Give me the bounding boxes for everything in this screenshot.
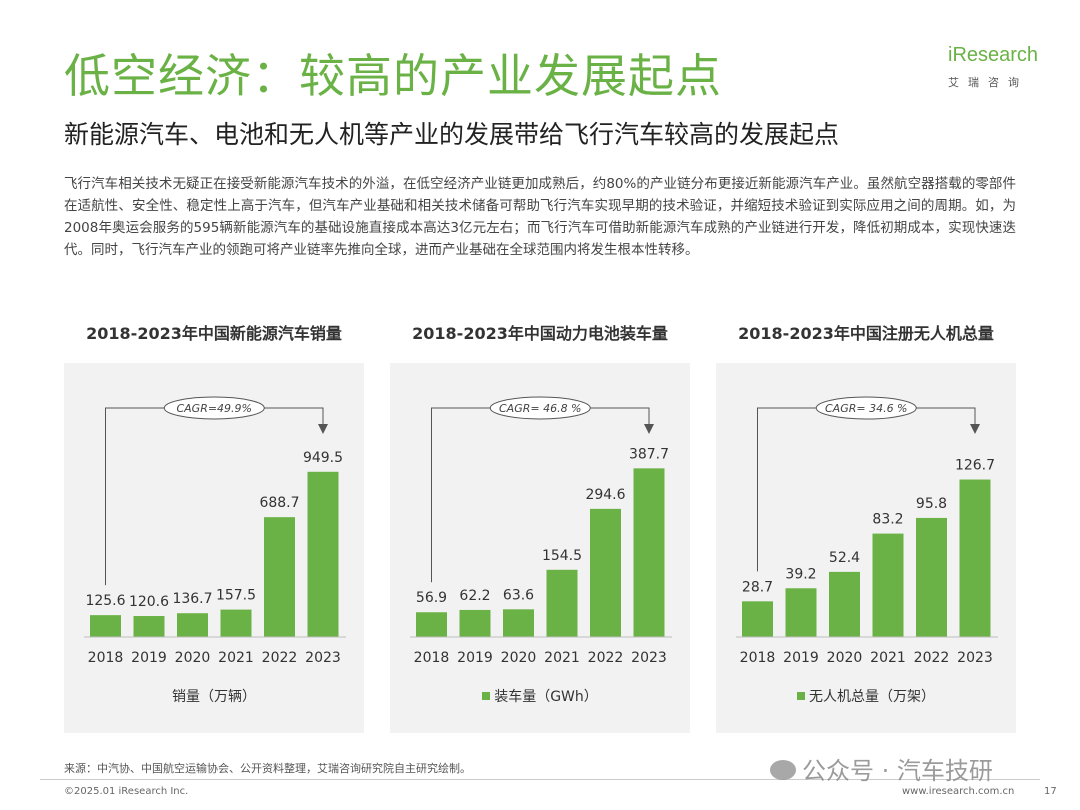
cagr-label: CAGR=49.9% — [176, 402, 252, 415]
value-label: 136.7 — [172, 591, 212, 607]
legend-drones: 无人机总量（万架） — [716, 686, 1016, 706]
legend-label: 无人机总量（万架） — [809, 689, 935, 705]
source-note: 来源：中汽协、中国航空运输协会、公开资料整理，艾瑞咨询研究院自主研究绘制。 — [64, 762, 471, 775]
category-label: 2020 — [827, 650, 863, 666]
chart-panel-drones: 28.7 2018 39.2 2019 52.4 2020 83.2 2021 95.8 2022… — [716, 363, 1016, 733]
cagr-label: CAGR= 34.6 % — [825, 402, 908, 415]
value-label: 83.2 — [872, 512, 903, 528]
bar-2021 — [546, 569, 578, 637]
page-title: 低空经济：较高的产业发展起点 — [64, 49, 722, 103]
cagr-label: CAGR= 46.8 % — [499, 402, 582, 415]
value-label: 56.9 — [416, 590, 447, 606]
category-label: 2022 — [588, 650, 624, 666]
cagr-badge — [163, 396, 265, 420]
value-label: 387.7 — [629, 446, 669, 462]
category-label: 2021 — [218, 650, 254, 666]
bar-2020 — [503, 609, 534, 637]
bar-2022 — [916, 517, 947, 637]
cagr-arrow — [318, 424, 328, 434]
bar-chart-ev-sales: 125.6 2018 120.6 2019 136.7 2020 157.5 2021 688.… — [84, 396, 346, 666]
value-label: 154.5 — [542, 548, 582, 564]
bar-2022 — [264, 517, 295, 637]
value-label: 39.2 — [785, 566, 816, 582]
bar-chart-battery: 56.9 2018 62.2 2019 63.6 2020 154.5 2021 294.6 20… — [410, 396, 672, 666]
value-label: 28.7 — [742, 579, 773, 595]
value-label: 157.5 — [216, 588, 256, 604]
value-label: 63.6 — [503, 587, 534, 603]
legend-battery: 装车量（GWh） — [390, 686, 690, 706]
category-label: 2019 — [457, 650, 493, 666]
value-label: 126.7 — [955, 458, 995, 474]
legend-swatch — [797, 692, 805, 700]
website-link[interactable]: www.iresearch.com.cn — [902, 786, 1015, 797]
value-label: 294.6 — [585, 487, 625, 503]
bar-2020 — [177, 613, 208, 637]
value-label: 120.6 — [129, 594, 169, 610]
watermark-text: 公众号 · 汽车技研 — [802, 757, 993, 785]
category-label: 2022 — [914, 650, 950, 666]
chart-panel-ev-sales: 125.6 2018 120.6 2019 136.7 2020 157.5 2021 688.… — [64, 363, 364, 733]
bar-2019 — [459, 609, 491, 637]
category-label: 2023 — [957, 650, 993, 666]
cagr-arrow — [970, 424, 980, 434]
bar-2019 — [785, 588, 817, 637]
category-label: 2023 — [631, 650, 667, 666]
category-label: 2018 — [414, 650, 450, 666]
logo-brand-text: iResearch — [948, 44, 1039, 66]
category-label: 2018 — [740, 650, 776, 666]
logo-sub-text: 艾瑞咨询 — [948, 76, 1028, 89]
category-label: 2020 — [501, 650, 537, 666]
category-label: 2018 — [88, 650, 124, 666]
category-label: 2019 — [131, 650, 167, 666]
page-number: 17 — [1044, 786, 1057, 797]
chart-title-drones: 2018-2023年中国注册无人机总量 — [738, 324, 994, 343]
bar-2018 — [416, 612, 447, 637]
footer-divider — [40, 779, 1040, 780]
value-label: 688.7 — [259, 495, 299, 511]
bar-2022 — [590, 508, 621, 637]
category-label: 2021 — [870, 650, 906, 666]
wechat-icon — [770, 760, 796, 780]
value-label: 62.2 — [459, 588, 490, 604]
bar-2023 — [633, 468, 665, 637]
bar-2018 — [90, 615, 121, 637]
legend-swatch — [482, 692, 491, 700]
category-label: 2019 — [783, 650, 819, 666]
bar-2023 — [307, 471, 339, 637]
watermark: 公众号 · 汽车技研 — [770, 751, 993, 786]
iresearch-logo: iResearch 艾瑞咨询 — [948, 44, 1052, 94]
category-label: 2020 — [175, 650, 211, 666]
chart-title-battery: 2018-2023年中国动力电池装车量 — [412, 324, 668, 343]
category-label: 2023 — [305, 650, 341, 666]
value-label: 949.5 — [303, 450, 343, 466]
chart-title-ev-sales: 2018-2023年中国新能源汽车销量 — [86, 324, 342, 343]
copyright: ©2025.01 iResearch Inc. — [64, 786, 189, 797]
cagr-arrow — [644, 424, 654, 434]
value-label: 95.8 — [916, 496, 947, 512]
bar-2021 — [872, 533, 904, 637]
legend-label: 装车量（GWh） — [494, 689, 598, 705]
chart-panel-battery: 56.9 2018 62.2 2019 63.6 2020 154.5 2021 294.6 20… — [390, 363, 690, 733]
value-label: 52.4 — [829, 550, 860, 566]
category-label: 2021 — [544, 650, 580, 666]
bar-2020 — [829, 571, 860, 637]
bar-2018 — [742, 601, 773, 637]
body-paragraph: 飞行汽车相关技术无疑正在接受新能源汽车技术的外溢，在低空经济产业链更加成熟后，约… — [64, 176, 1016, 258]
bar-2021 — [220, 609, 252, 637]
cagr-badge — [815, 396, 917, 420]
bar-2019 — [133, 616, 165, 637]
page-subtitle: 新能源汽车、电池和无人机等产业的发展带给飞行汽车较高的发展起点 — [64, 120, 840, 149]
cagr-badge — [489, 396, 591, 420]
legend-label: 销量（万辆） — [172, 689, 256, 705]
bar-chart-drones: 28.7 2018 39.2 2019 52.4 2020 83.2 2021 95.8 2022… — [736, 396, 998, 666]
value-label: 125.6 — [85, 593, 125, 609]
category-label: 2022 — [262, 650, 298, 666]
bar-2023 — [959, 479, 991, 637]
legend-ev-sales: 销量（万辆） — [64, 686, 364, 706]
